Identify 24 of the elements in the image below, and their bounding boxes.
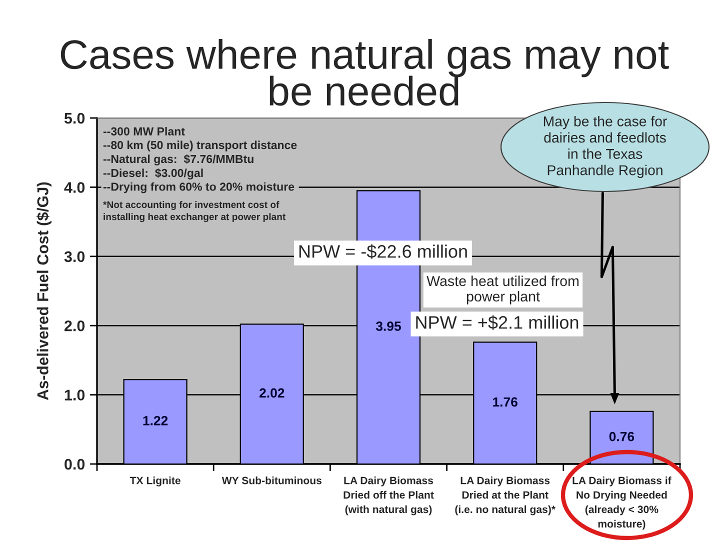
- y-tick-label: 5.0: [64, 112, 85, 124]
- annotation: NPW = +$2.1 million: [416, 315, 578, 330]
- data-label: 2.02: [260, 388, 284, 398]
- x-tick-label: LA Dairy Biomass Dried at the Plant (i.e. no natural gas)*: [455, 476, 556, 516]
- y-tick-label: 0.0: [64, 458, 85, 470]
- annotation: --300 MW Plant --80 km (50 mile) transport distance --Natural gas: $7.76/MMBtu --Diesel: $3.00/gal --Drying from 60% to 20% moisture: [103, 127, 297, 194]
- annotation: NPW = -$22.6 million: [299, 244, 467, 259]
- y-axis-title: As-delivered Fuel Cost ($/GJ): [36, 182, 52, 400]
- annotation: Waste heat utilized from power plant: [426, 276, 579, 304]
- y-tick-label: 3.0: [64, 251, 85, 262]
- x-tick-label: WY Sub-bituminous: [222, 476, 322, 484]
- y-tick-label: 1.0: [64, 390, 85, 400]
- annotation: May be the case for dairies and feedlots in the Texas Panhandle Region: [544, 116, 667, 178]
- data-label: 3.95: [376, 322, 401, 331]
- y-tick-label: 4.0: [64, 182, 85, 193]
- x-tick-label: LA Dairy Biomass Dried off the Plant (with natural gas): [344, 476, 434, 516]
- x-tick-label: LA Dairy Biomass if No Drying Needed (already < 30% moisture): [572, 476, 672, 530]
- annotation: *Not accounting for investment cost of installing heat exchanger at power plant: [103, 201, 286, 222]
- data-label: 1.76: [493, 397, 518, 407]
- y-tick-label: 2.0: [64, 320, 85, 332]
- data-label: 0.76: [609, 432, 634, 442]
- data-label: 1.22: [143, 416, 168, 426]
- chart-title: Cases where natural gas may not be needed: [60, 39, 669, 106]
- x-tick-label: TX Lignite: [130, 476, 180, 486]
